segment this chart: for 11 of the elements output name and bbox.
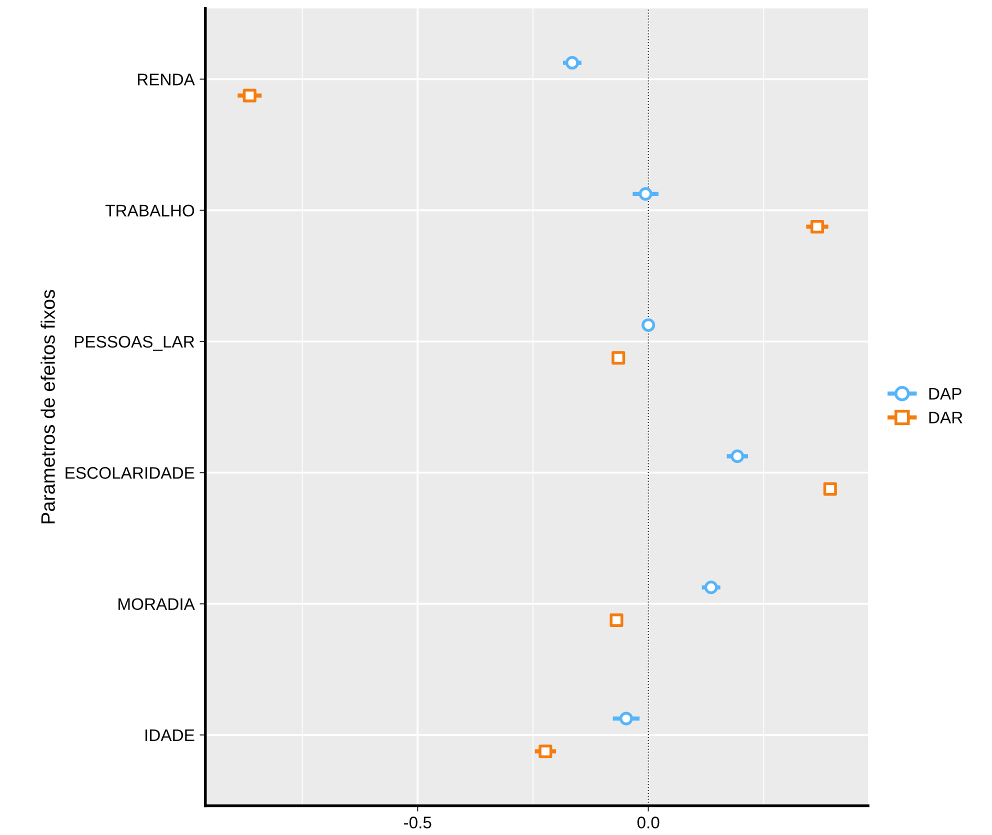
legend-label: DAR (929, 412, 962, 424)
y-tick-label: IDADE (146, 730, 194, 741)
y-tick-label: MORADIA (118, 598, 195, 610)
y-axis-title: Parametros de efeitos fixos (40, 290, 55, 524)
y-tick-label: TRABALHO (105, 204, 194, 217)
y-tick-label: PESSOAS_LAR (74, 336, 194, 351)
x-tick-label: 0.0 (637, 816, 660, 828)
x-tick-label: -0.5 (404, 816, 432, 828)
y-tick-label: RENDA (138, 74, 195, 86)
y-tick-label: ESCOLARIDADE (66, 467, 194, 479)
legend-label: DAP (929, 388, 962, 400)
